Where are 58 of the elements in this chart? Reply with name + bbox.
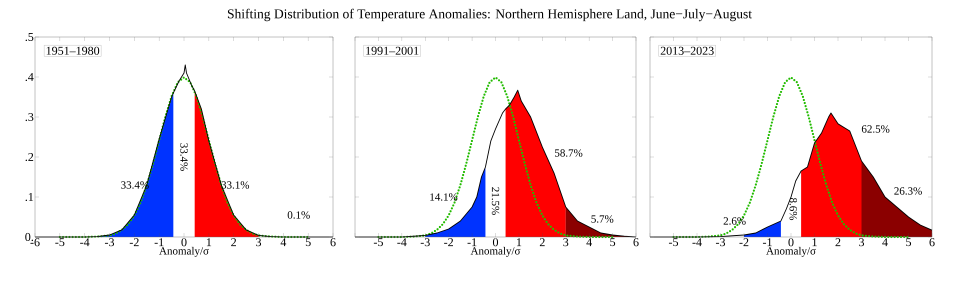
x-axis-title: Anomaly/σ (470, 246, 520, 257)
annotation: 33.4% (180, 143, 188, 171)
x-tick-label: -4 (80, 238, 90, 246)
x-tick-label: 4 (882, 238, 888, 246)
x-tick-label: 5 (306, 238, 311, 246)
x-tick-label: 4 (280, 238, 286, 246)
x-tick-label: 3 (256, 238, 262, 246)
text: Shifting Distribution of Temperature Anomalies: Northern Hemisphere Land, June−July−August (228, 8, 752, 22)
x-tick-label: 1 (206, 238, 212, 246)
x-tick-label: -1 (468, 238, 476, 246)
y-tick-label: .1 (26, 192, 34, 202)
y-tick-label: .5 (26, 32, 34, 42)
x-tick-label: 2 (540, 238, 545, 246)
x-tick-label: -2 (130, 238, 139, 246)
x-axis-title: Anomaly/σ (159, 246, 209, 257)
x-tick-label: 4 (586, 238, 592, 246)
x-tick-label: -2 (444, 238, 453, 246)
x-tick-label: 3 (563, 238, 568, 246)
x-tick-label: -3 (716, 238, 726, 246)
x-tick-label: -4 (692, 238, 702, 246)
annotation: 1991–2001 (366, 46, 418, 55)
x-tick-label: -2 (739, 238, 748, 246)
y-tick-label: .2 (26, 152, 34, 162)
annotation: 21.5% (492, 187, 500, 215)
x-tick-label: 1 (812, 238, 817, 246)
x-tick-label: -3 (104, 238, 114, 246)
x-tick-label: 0 (181, 238, 187, 246)
annotation: 0.1% (288, 211, 310, 219)
x-tick-label: 6 (634, 238, 639, 246)
x-tick-label: 0 (788, 238, 794, 246)
annotation: 1951–1980 (46, 46, 100, 55)
x-tick-label: 1 (516, 238, 522, 246)
x-tick-label: 2 (836, 238, 840, 246)
x-tick-label: -5 (55, 238, 64, 246)
y-tick-label: .4 (26, 72, 34, 82)
x-tick-label: 5 (610, 238, 616, 246)
annotation: 8.6% (790, 198, 797, 220)
x-tick-label: 6 (930, 238, 935, 246)
annotation: 2013–2023 (660, 46, 714, 55)
annotation: 5.7% (591, 215, 614, 223)
annotation: 58.7% (554, 149, 582, 157)
x-tick-label: -5 (374, 238, 383, 246)
annotation: 62.5% (862, 125, 890, 133)
x-tick-label: 3 (859, 238, 864, 246)
x-tick-label: 5 (906, 238, 912, 246)
y-tick-label: .3 (26, 112, 34, 122)
annotation: 14.1% (430, 193, 458, 201)
x-axis-title: Anomaly/σ (766, 246, 816, 257)
x-tick-label: -4 (397, 238, 407, 246)
annotation: 26.3% (894, 187, 922, 195)
x-tick-label: -3 (420, 238, 430, 246)
x-tick-label: 6 (330, 238, 336, 246)
x-tick-label: -1 (154, 238, 164, 246)
annotation: 2.6% (724, 217, 746, 225)
x-tick-label: -5 (668, 238, 678, 246)
x-tick-label: -1 (762, 238, 772, 246)
x-tick-label: 0 (492, 238, 498, 246)
x-tick-label: 2 (231, 238, 236, 246)
